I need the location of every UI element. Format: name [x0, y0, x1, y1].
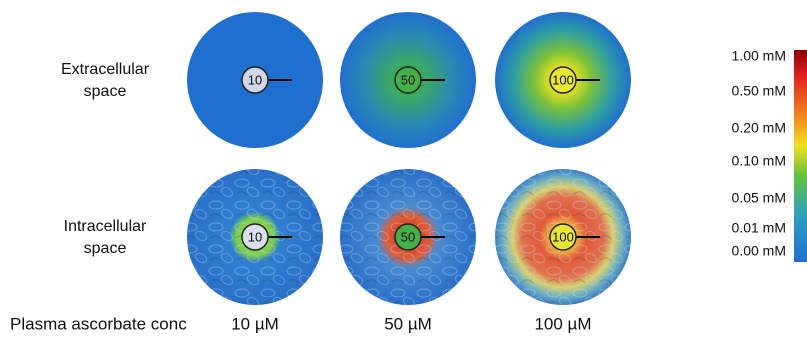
row-label: space — [84, 240, 127, 257]
colorbar-label: 0.10 mM — [732, 153, 786, 169]
colorbar-label: 1.00 mM — [732, 48, 786, 64]
colorbar-label: 0.20 mM — [732, 120, 786, 136]
row-label: Extracellular — [61, 61, 150, 78]
probe-label: 10 — [248, 72, 262, 87]
probe-label: 100 — [552, 72, 574, 87]
colorbar-label: 0.05 mM — [732, 190, 786, 206]
x-axis-label: Plasma ascorbate conc — [10, 314, 187, 333]
colorbar — [794, 50, 807, 262]
probe-label: 50 — [401, 72, 415, 87]
row-label: Intracellular — [64, 218, 147, 235]
column-label: 100 µM — [534, 314, 591, 333]
colorbar-label: 0.00 mM — [732, 243, 786, 259]
colorbar-label: 0.01 mM — [732, 220, 786, 236]
column-label: 10 µM — [231, 314, 279, 333]
row-label: space — [84, 83, 127, 100]
probe-label: 10 — [248, 229, 262, 244]
figure: Extracellular space Intracellular space 10 50… — [0, 0, 807, 339]
probe-label: 50 — [401, 229, 415, 244]
probe-label: 100 — [552, 229, 574, 244]
column-label: 50 µM — [384, 314, 432, 333]
colorbar-label: 0.50 mM — [732, 83, 786, 99]
